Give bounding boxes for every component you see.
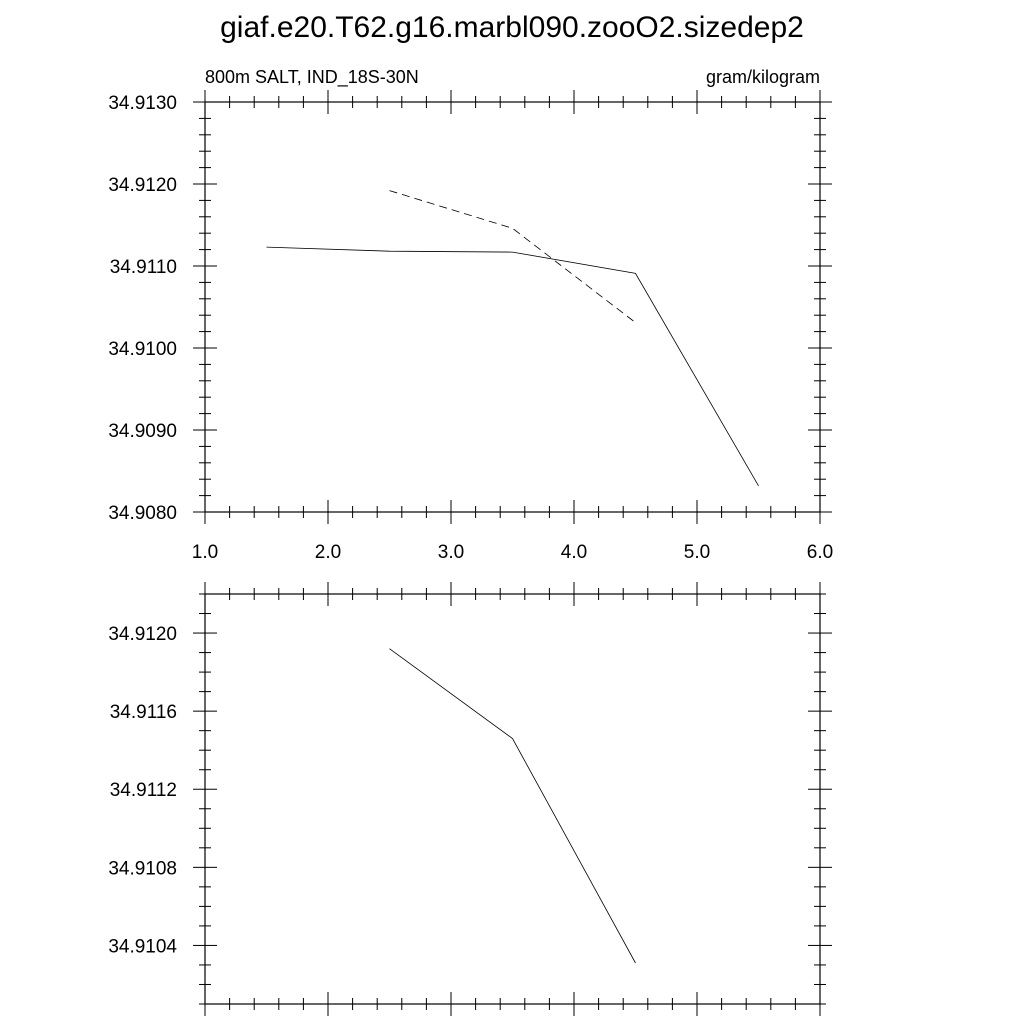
panel1-series-solid-line [266, 246, 759, 487]
panel1-frame [204, 101, 821, 513]
panel1-plot-area [266, 190, 759, 487]
panel1-x-tick-label: 1.0 [192, 542, 218, 563]
panel1-y-tick-label: 34.9130 [108, 93, 177, 114]
panel2-y-tick-label: 34.9104 [108, 936, 177, 957]
panel1-y-tick-label: 34.9090 [108, 421, 177, 442]
chart-title: giaf.e20.T62.g16.marbl090.zooO2.sizedep2 [220, 11, 804, 44]
panel2-plot-area [389, 648, 636, 964]
panel1-left-subtitle: 800m SALT, IND_18S-30N [205, 67, 419, 88]
panel2-y-tick-label: 34.9120 [108, 624, 177, 645]
panel1-y-tick-label: 34.9120 [108, 175, 177, 196]
panel1-y-tick-label: 34.9080 [108, 503, 177, 524]
panel2-axes: 34.9120 34.9116 34.9112 34.9108 34.9104 [108, 582, 832, 1016]
panel2-y-tick-label: 34.9108 [108, 858, 177, 879]
panel2-series-solid-line [389, 648, 636, 964]
panel1-x-tick-label: 2.0 [315, 542, 341, 563]
panel2-y-tick-label: 34.9112 [110, 780, 177, 801]
panel1-right-subtitle: gram/kilogram [706, 67, 820, 87]
panel1-series-dashed-line [389, 190, 636, 323]
panel1-x-tick-label: 3.0 [438, 542, 464, 563]
panel2-y-tick-label: 34.9116 [110, 702, 177, 723]
panel1-y-tick-label: 34.9100 [108, 339, 177, 360]
panel1-x-tick-label: 6.0 [807, 542, 833, 563]
panel2-frame [204, 593, 821, 1005]
panel1-x-tick-label: 4.0 [561, 542, 587, 563]
panel1-y-tick-label: 34.9110 [110, 257, 177, 278]
panel1-axes: 1.0 2.0 3.0 4.0 5.0 6.0 34.9130 34.9120 34.9110 3… [108, 90, 833, 563]
panel1-x-tick-label: 5.0 [684, 542, 710, 563]
